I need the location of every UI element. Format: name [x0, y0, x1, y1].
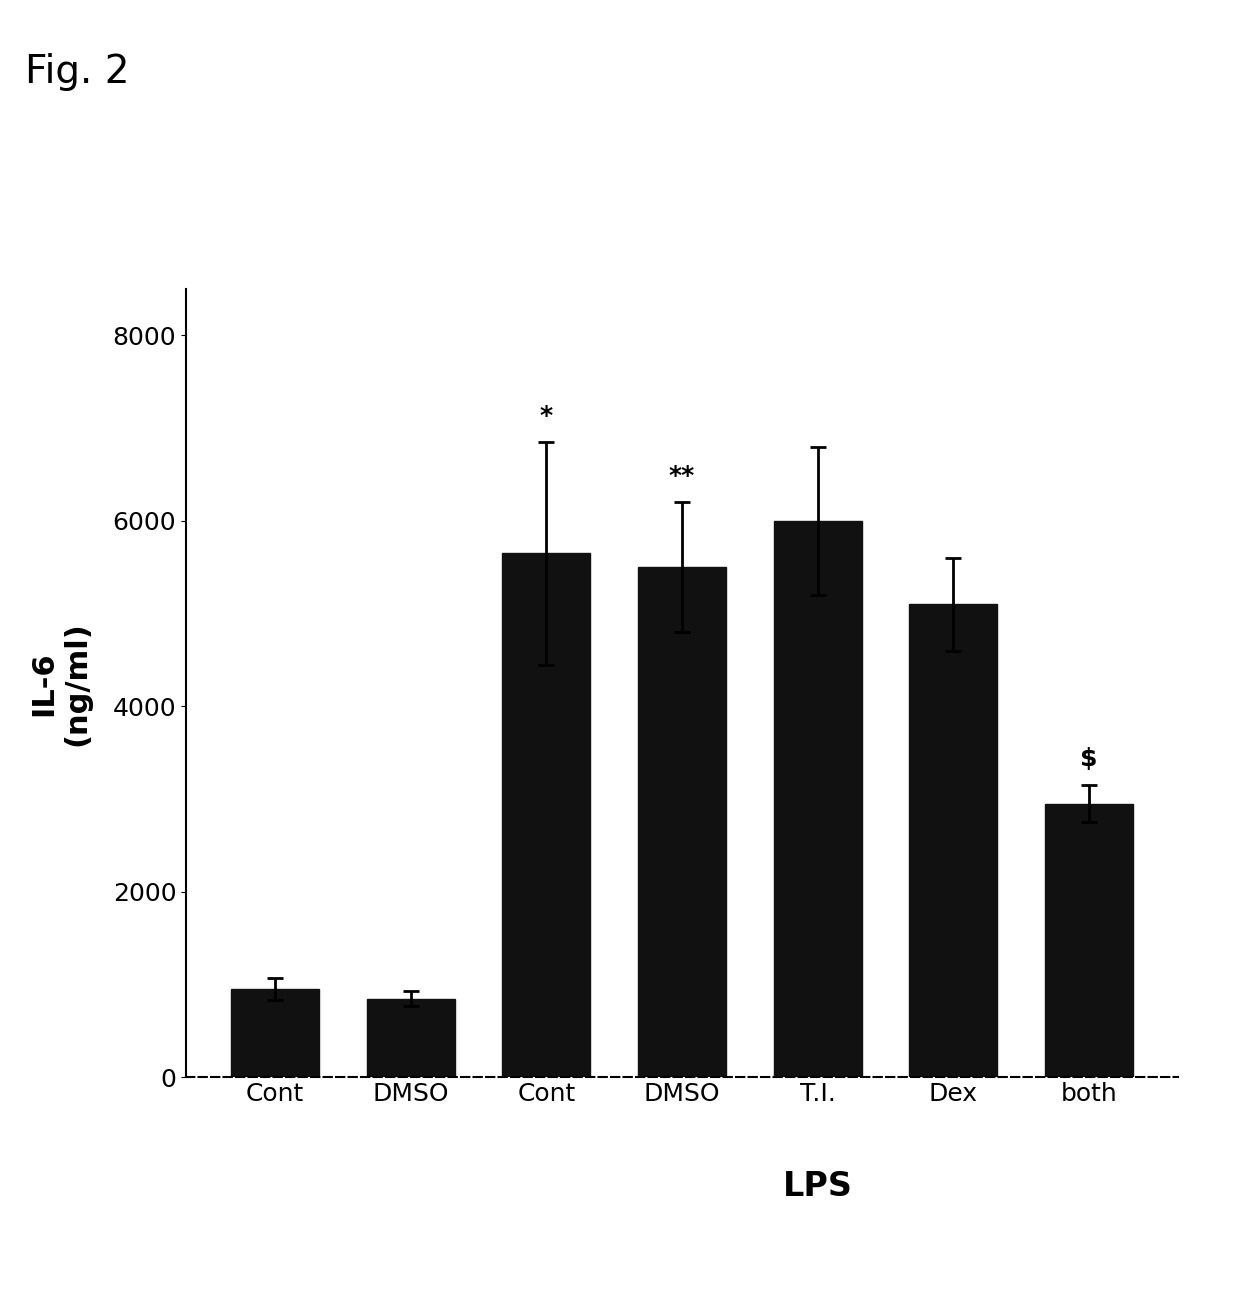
- Text: **: **: [668, 464, 696, 489]
- Bar: [367, 999, 455, 1077]
- Text: LPS: LPS: [782, 1171, 853, 1204]
- Bar: [774, 520, 862, 1077]
- Bar: [502, 553, 590, 1077]
- Text: *: *: [539, 405, 553, 428]
- Y-axis label: IL-6
(ng/ml): IL-6 (ng/ml): [30, 622, 92, 745]
- Text: Fig. 2: Fig. 2: [25, 53, 129, 91]
- Bar: [909, 604, 997, 1077]
- Text: $: $: [1080, 748, 1097, 771]
- Bar: [231, 989, 319, 1077]
- Bar: [637, 568, 727, 1077]
- Bar: [1045, 804, 1133, 1077]
